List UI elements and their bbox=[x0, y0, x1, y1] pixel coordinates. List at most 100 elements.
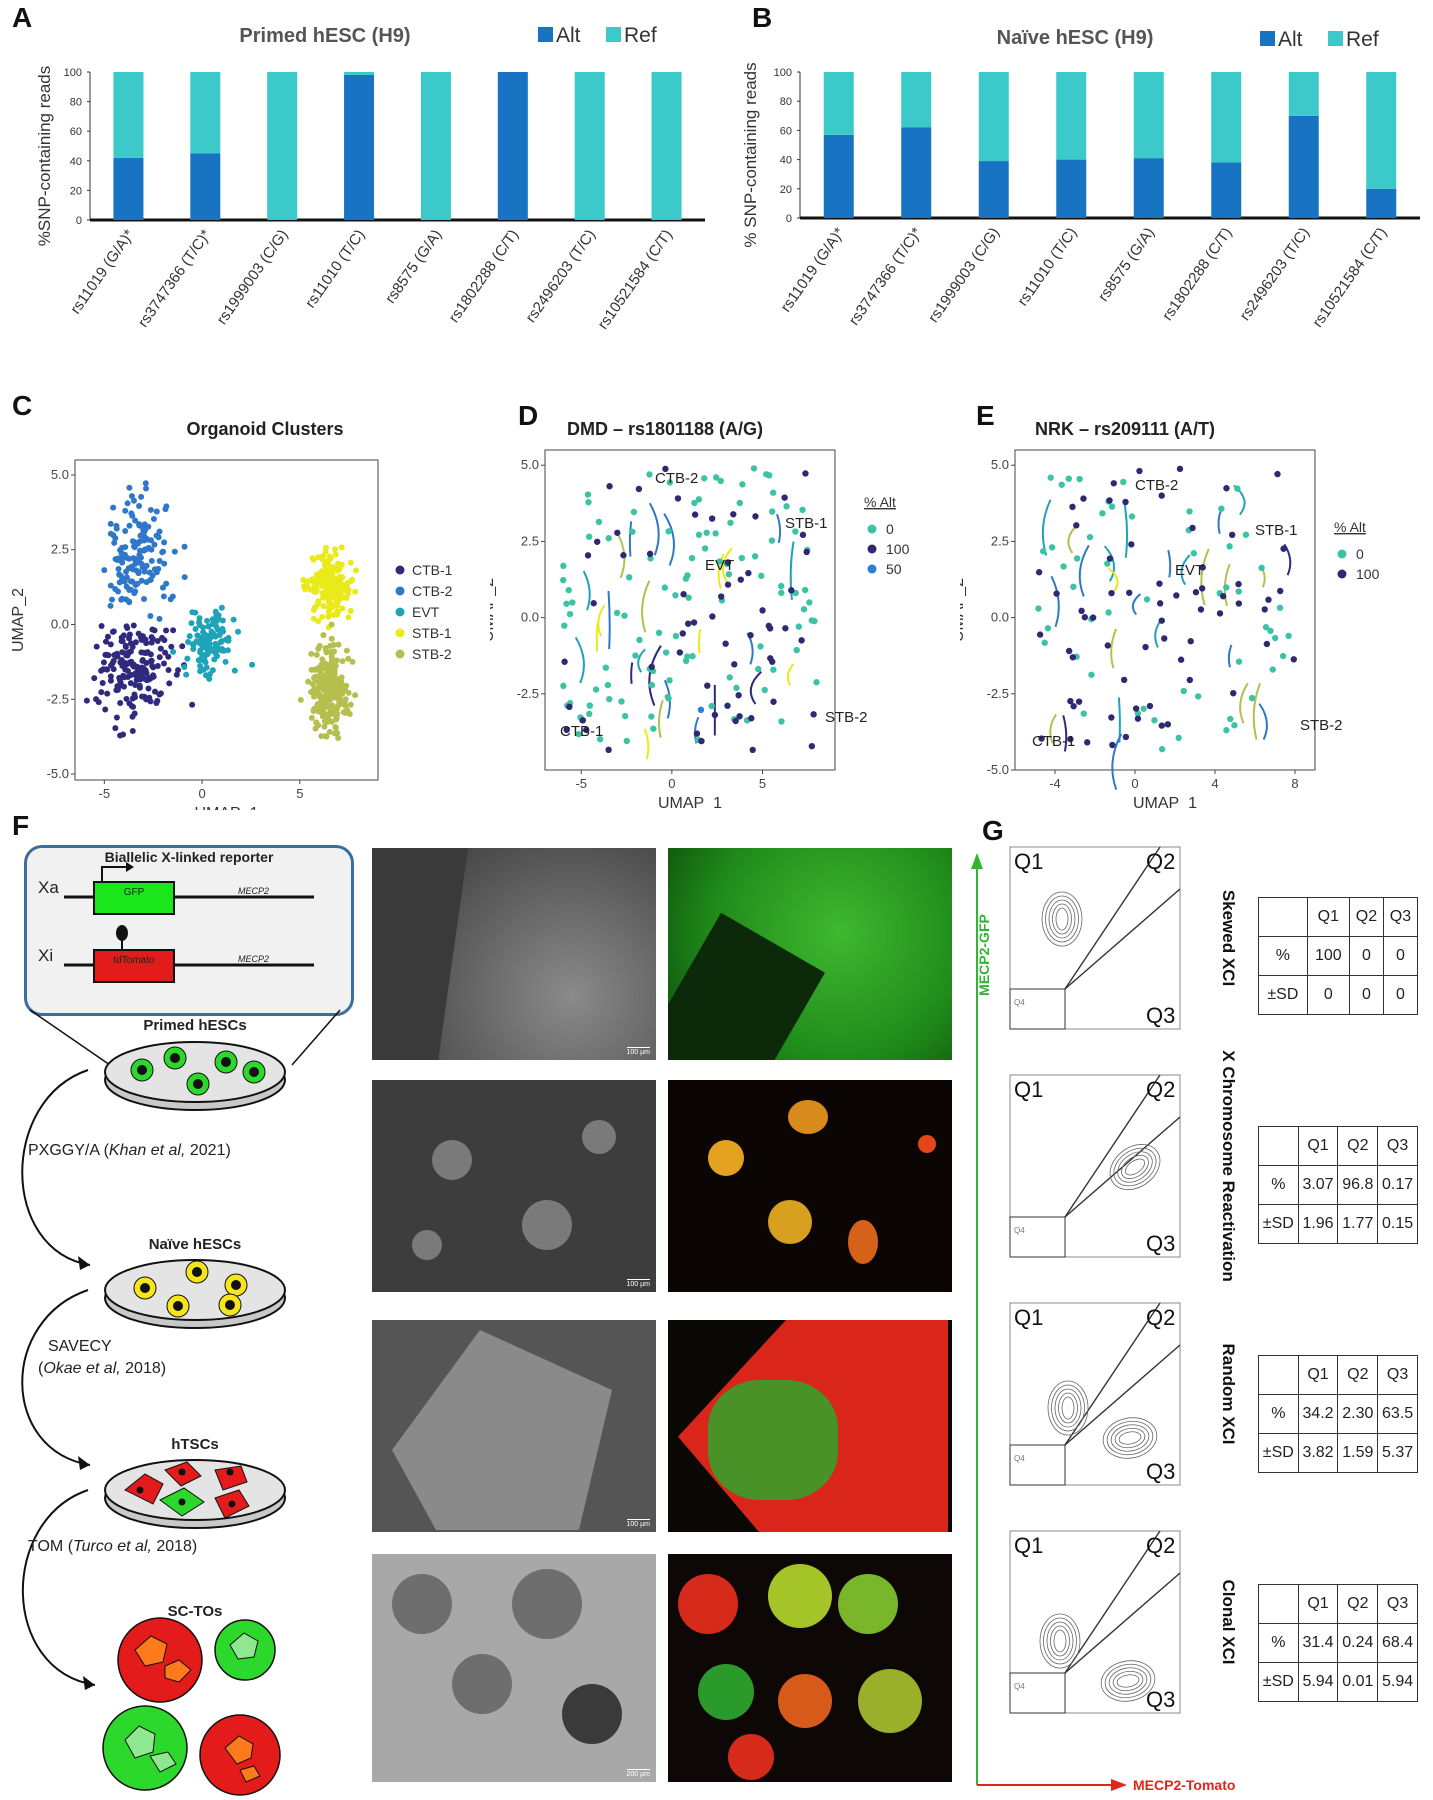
point-ctb-2 bbox=[153, 569, 160, 576]
point-ctb-1 bbox=[156, 654, 163, 661]
flow-plot bbox=[1009, 1302, 1181, 1486]
table-cell: 31.4 bbox=[1297, 1623, 1339, 1663]
point-evt bbox=[190, 646, 197, 653]
x-tick-label: rs1802288 (C/T) bbox=[1159, 225, 1236, 324]
gate-line-q3 bbox=[1064, 888, 1181, 990]
cluster-outline bbox=[1217, 509, 1223, 534]
density-contour bbox=[1118, 1431, 1142, 1445]
legend-swatch-alt bbox=[538, 27, 553, 42]
point-stb-2 bbox=[343, 647, 350, 654]
scalebar-2: 100 µm bbox=[626, 1279, 650, 1288]
point-alt-0 bbox=[1190, 550, 1198, 557]
y-tick-label: 0.0 bbox=[521, 610, 539, 625]
point-ctb-2 bbox=[113, 525, 120, 532]
table-cell: 0.15 bbox=[1377, 1204, 1418, 1244]
point-stb-2 bbox=[313, 677, 320, 684]
table-cell bbox=[1258, 1584, 1299, 1624]
point-alt-0 bbox=[701, 545, 709, 552]
point-stb-1 bbox=[332, 551, 339, 558]
point-alt-100 bbox=[648, 663, 655, 671]
primed-cells bbox=[130, 1046, 266, 1096]
point-alt-0 bbox=[1104, 560, 1111, 567]
cluster-outline bbox=[1050, 575, 1060, 628]
point-alt-100 bbox=[561, 658, 568, 665]
point-stb-2 bbox=[335, 676, 342, 683]
cluster-outline bbox=[1111, 733, 1123, 791]
point-evt bbox=[192, 609, 199, 616]
density-contour bbox=[1052, 903, 1072, 935]
point-alt-100 bbox=[718, 593, 725, 600]
chart-d: -5 0 5 5.0 2.5 0.0 -2.5 UMAP_1 UMAP_2 DMD – rs180… bbox=[490, 419, 910, 810]
legend-label: 100 bbox=[886, 541, 910, 557]
point-alt-0 bbox=[685, 594, 692, 601]
point-alt-0 bbox=[636, 636, 643, 644]
point-ctb-1 bbox=[165, 667, 172, 674]
point-alt-0 bbox=[738, 554, 746, 562]
cluster-outline bbox=[749, 671, 762, 705]
point-evt bbox=[197, 649, 204, 656]
table-cell: 5.94 bbox=[1377, 1662, 1418, 1702]
cluster-outline bbox=[663, 513, 676, 566]
point-alt-100 bbox=[1280, 545, 1287, 552]
point-alt-0 bbox=[1151, 717, 1158, 724]
point-alt-0 bbox=[646, 471, 653, 478]
quadrant-q3: Q3 bbox=[1146, 1003, 1175, 1028]
point-alt-0 bbox=[661, 584, 669, 591]
point-stb-2 bbox=[312, 685, 319, 692]
point-alt-100 bbox=[722, 640, 729, 647]
cluster-outline bbox=[786, 663, 795, 686]
y-tick-label: 40 bbox=[780, 155, 792, 167]
point-alt-100 bbox=[662, 465, 669, 473]
point-ctb-1 bbox=[120, 632, 127, 639]
bar-ref bbox=[1133, 72, 1164, 159]
point-alt-0 bbox=[695, 496, 703, 503]
point-alt-0 bbox=[666, 479, 674, 486]
point-stb-2 bbox=[322, 733, 329, 740]
table-cell: 0 bbox=[1348, 936, 1384, 976]
table-cell: Q3 bbox=[1377, 1126, 1418, 1166]
point-alt-0 bbox=[1047, 474, 1054, 481]
bar-ref bbox=[1056, 72, 1087, 160]
point-ctb-1 bbox=[175, 667, 182, 674]
point-evt bbox=[196, 619, 203, 626]
point-alt-0 bbox=[1242, 531, 1250, 538]
point-ctb-2 bbox=[159, 584, 166, 591]
point-evt bbox=[217, 639, 224, 646]
micrograph-organoid-fluorescence bbox=[668, 1554, 952, 1782]
point-ctb-1 bbox=[166, 680, 173, 687]
point-ctb-1 bbox=[103, 651, 110, 658]
point-alt-0 bbox=[1065, 475, 1073, 482]
htscs-label: hTSCs bbox=[171, 1436, 219, 1453]
legend-label: STB-2 bbox=[412, 646, 452, 662]
y-tick-label: 0 bbox=[76, 215, 82, 227]
point-alt-100 bbox=[736, 713, 743, 720]
point-stb-2 bbox=[297, 696, 304, 703]
legend-label: EVT bbox=[412, 604, 440, 620]
table-cell: % bbox=[1258, 936, 1308, 976]
y-tick-label: 80 bbox=[70, 97, 82, 109]
point-stb-2 bbox=[315, 690, 322, 697]
y-tick-label: 5.0 bbox=[51, 467, 69, 482]
point-ctb-1 bbox=[163, 627, 170, 634]
point-stb-2 bbox=[326, 674, 333, 681]
point-ctb-1 bbox=[109, 660, 116, 667]
cluster-outline bbox=[1110, 628, 1118, 669]
point-ctb-1 bbox=[98, 623, 105, 630]
table-cell: 1.77 bbox=[1337, 1204, 1379, 1244]
point-alt-100 bbox=[691, 511, 699, 518]
point-alt-0 bbox=[1271, 634, 1279, 642]
x-tick-label: rs11010 (T/C) bbox=[302, 227, 368, 312]
gfp-axis-arrow bbox=[971, 853, 983, 869]
point-alt-100 bbox=[1146, 702, 1154, 710]
point-ctb-1 bbox=[110, 666, 117, 673]
point-stb-2 bbox=[340, 709, 347, 716]
bar-ref bbox=[651, 72, 682, 220]
point-alt-0 bbox=[733, 684, 740, 692]
point-ctb-2 bbox=[141, 533, 148, 540]
legend-swatch bbox=[1337, 549, 1347, 559]
point-alt-100 bbox=[766, 625, 774, 632]
x-tick-label: 8 bbox=[1291, 776, 1298, 791]
legend-label-alt: Alt bbox=[1278, 28, 1303, 51]
point-ctb-1 bbox=[130, 622, 137, 629]
point-alt-0 bbox=[1099, 510, 1106, 517]
